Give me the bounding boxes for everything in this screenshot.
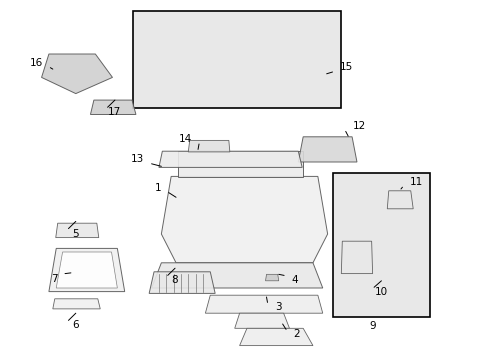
- Text: 5: 5: [72, 229, 79, 239]
- Polygon shape: [90, 100, 136, 114]
- Polygon shape: [49, 248, 124, 292]
- Text: 7: 7: [51, 274, 58, 284]
- Polygon shape: [56, 252, 117, 288]
- Text: 9: 9: [368, 321, 375, 332]
- Polygon shape: [234, 313, 289, 328]
- Bar: [133, 11, 341, 108]
- Text: 11: 11: [409, 177, 422, 187]
- Text: 2: 2: [293, 329, 300, 339]
- Text: 13: 13: [131, 154, 144, 164]
- Polygon shape: [239, 328, 312, 346]
- Polygon shape: [265, 274, 278, 281]
- Polygon shape: [386, 191, 412, 209]
- Polygon shape: [53, 299, 100, 309]
- Polygon shape: [41, 54, 112, 94]
- Polygon shape: [161, 176, 327, 263]
- Bar: [333, 173, 429, 317]
- Polygon shape: [205, 295, 322, 313]
- Text: 15: 15: [339, 62, 352, 72]
- Text: 10: 10: [374, 287, 387, 297]
- Text: 12: 12: [352, 121, 366, 131]
- Text: 4: 4: [291, 275, 298, 285]
- Polygon shape: [151, 263, 322, 288]
- Text: 8: 8: [171, 275, 178, 285]
- Text: 3: 3: [274, 302, 281, 312]
- Polygon shape: [188, 140, 229, 152]
- Polygon shape: [341, 241, 372, 274]
- Polygon shape: [298, 137, 356, 162]
- Text: 16: 16: [30, 58, 43, 68]
- Text: 14: 14: [178, 134, 191, 144]
- Text: 1: 1: [154, 183, 161, 193]
- Polygon shape: [56, 223, 99, 238]
- Text: 17: 17: [108, 107, 122, 117]
- Polygon shape: [149, 272, 215, 293]
- Text: 6: 6: [72, 320, 79, 330]
- Polygon shape: [159, 151, 302, 167]
- Polygon shape: [178, 151, 303, 177]
